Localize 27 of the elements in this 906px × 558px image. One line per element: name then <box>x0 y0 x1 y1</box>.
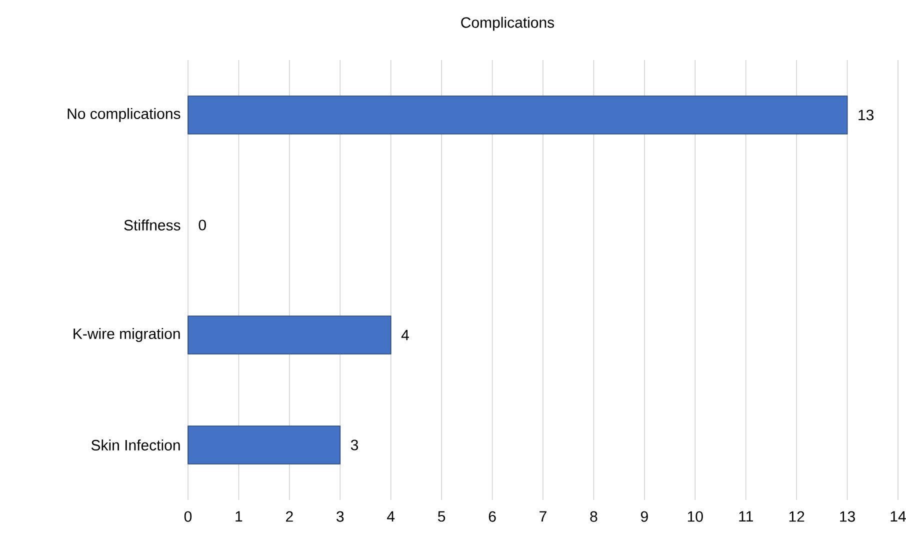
x-tick-label: 8 <box>590 511 598 522</box>
x-tick-label: 7 <box>540 511 546 522</box>
y-tick-label: Stiffness <box>124 220 180 231</box>
x-tick-label: 2 <box>286 511 293 522</box>
x-tick-label: 1 <box>236 511 242 522</box>
x-tick-label: 6 <box>488 511 496 522</box>
x-tick-label: 14 <box>890 511 906 522</box>
data-label: 4 <box>401 330 409 340</box>
x-tick-label: 5 <box>438 511 446 522</box>
x-tick-label: 10 <box>688 511 703 522</box>
x-tick-label: 9 <box>640 511 648 522</box>
x-tick-label: 13 <box>840 511 855 522</box>
bar <box>188 426 341 464</box>
chart-title: Complications <box>461 16 554 31</box>
bar <box>188 96 848 134</box>
data-label: 0 <box>198 220 206 230</box>
y-tick-label: Skin Infection <box>91 440 180 451</box>
x-tick-label: 4 <box>387 511 395 522</box>
data-label: 3 <box>350 440 358 450</box>
x-tick-label: 11 <box>739 511 753 522</box>
y-tick-label: K-wire migration <box>74 328 180 342</box>
x-tick-label: 12 <box>789 511 804 522</box>
x-tick-label: 0 <box>184 511 192 522</box>
y-tick-label: No complications <box>68 108 180 122</box>
bar <box>188 316 392 354</box>
x-tick-label: 3 <box>336 511 344 522</box>
data-label: 13 <box>858 110 874 120</box>
